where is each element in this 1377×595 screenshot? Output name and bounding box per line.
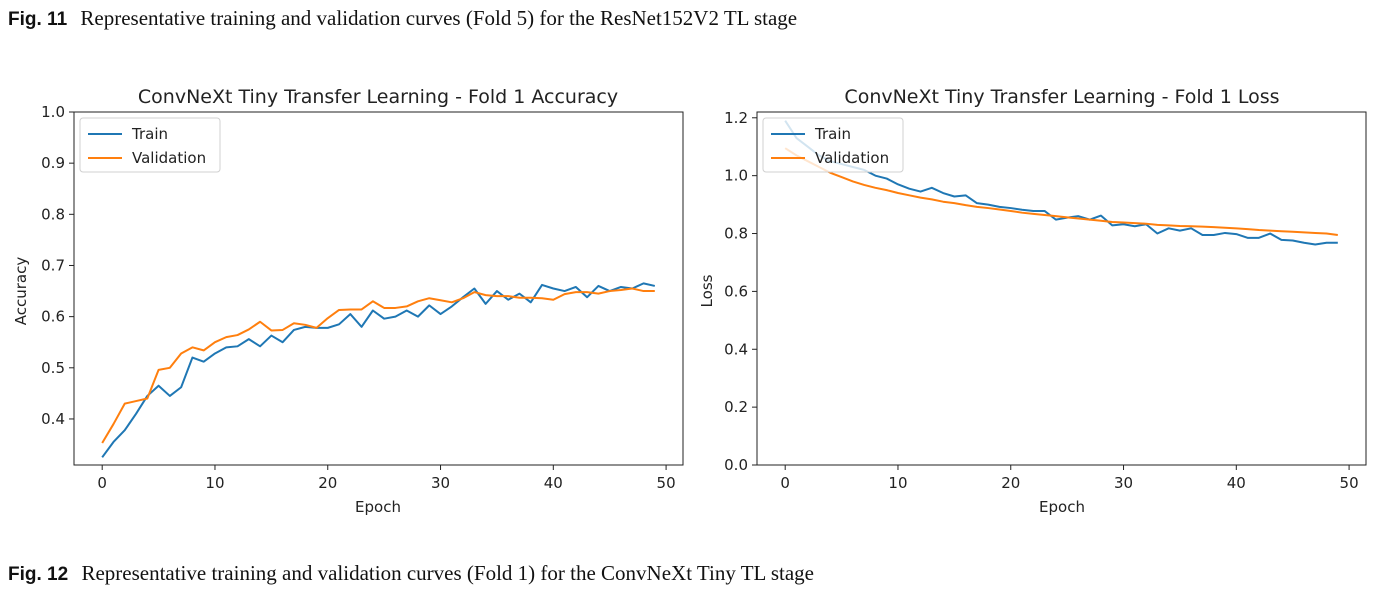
- x-tick-label: 50: [657, 474, 676, 492]
- y-tick-label: 0.8: [41, 205, 65, 223]
- y-tick-label: 0.6: [41, 308, 65, 326]
- y-tick-label: 1.2: [724, 109, 748, 127]
- series-line-validation: [101, 287, 655, 444]
- x-tick-label: 40: [1227, 474, 1246, 492]
- x-tick-label: 10: [888, 474, 907, 492]
- x-tick-label: 30: [431, 474, 450, 492]
- y-axis-label: Accuracy: [12, 257, 30, 326]
- x-tick-label: 50: [1340, 474, 1359, 492]
- y-tick-label: 0.7: [41, 256, 65, 274]
- y-axis-label: Loss: [700, 274, 716, 307]
- figure-caption-text: Representative training and validation c…: [80, 6, 798, 30]
- series-line-train: [101, 282, 656, 458]
- legend-label: Train: [131, 125, 168, 143]
- figure-caption-text: Representative training and validation c…: [81, 561, 814, 585]
- x-tick-label: 0: [97, 474, 107, 492]
- plot-frame: [756, 111, 1367, 466]
- x-tick-label: 40: [544, 474, 563, 492]
- legend-label: Validation: [132, 149, 206, 167]
- x-axis-label: Epoch: [355, 498, 401, 516]
- y-tick-label: 1.0: [724, 167, 748, 185]
- x-tick-label: 0: [780, 474, 790, 492]
- x-tick-label: 10: [205, 474, 224, 492]
- chart-title: ConvNeXt Tiny Transfer Learning - Fold 1…: [844, 86, 1279, 108]
- chart-title: ConvNeXt Tiny Transfer Learning - Fold 1…: [138, 86, 618, 108]
- legend-label: Validation: [815, 149, 889, 167]
- loss-chart: ConvNeXt Tiny Transfer Learning - Fold 1…: [700, 86, 1367, 516]
- x-tick-label: 30: [1114, 474, 1133, 492]
- x-axis-label: Epoch: [1039, 498, 1085, 516]
- y-tick-label: 0.5: [41, 359, 65, 377]
- series-line-validation: [784, 147, 1338, 236]
- accuracy-chart: ConvNeXt Tiny Transfer Learning - Fold 1…: [12, 86, 684, 516]
- figure-caption-label: Fig. 12: [8, 564, 69, 585]
- series-line-train: [784, 120, 1338, 246]
- y-tick-label: 0.4: [41, 410, 65, 428]
- y-tick-label: 0.9: [41, 154, 65, 172]
- legend-label: Train: [814, 125, 851, 143]
- y-tick-label: 1.0: [41, 103, 65, 121]
- figure-caption-label: Fig. 11: [8, 9, 68, 30]
- y-tick-label: 0.2: [724, 398, 748, 416]
- x-tick-label: 20: [1001, 474, 1020, 492]
- figure-caption-top: Fig. 11 Representative training and vali…: [8, 6, 797, 31]
- y-tick-label: 0.0: [724, 456, 748, 474]
- y-tick-label: 0.6: [724, 282, 748, 300]
- y-tick-label: 0.8: [724, 225, 748, 243]
- plot-frame: [73, 111, 684, 466]
- y-tick-label: 0.4: [724, 340, 748, 358]
- figure-caption-bottom: Fig. 12 Representative training and vali…: [8, 561, 814, 586]
- x-tick-label: 20: [318, 474, 337, 492]
